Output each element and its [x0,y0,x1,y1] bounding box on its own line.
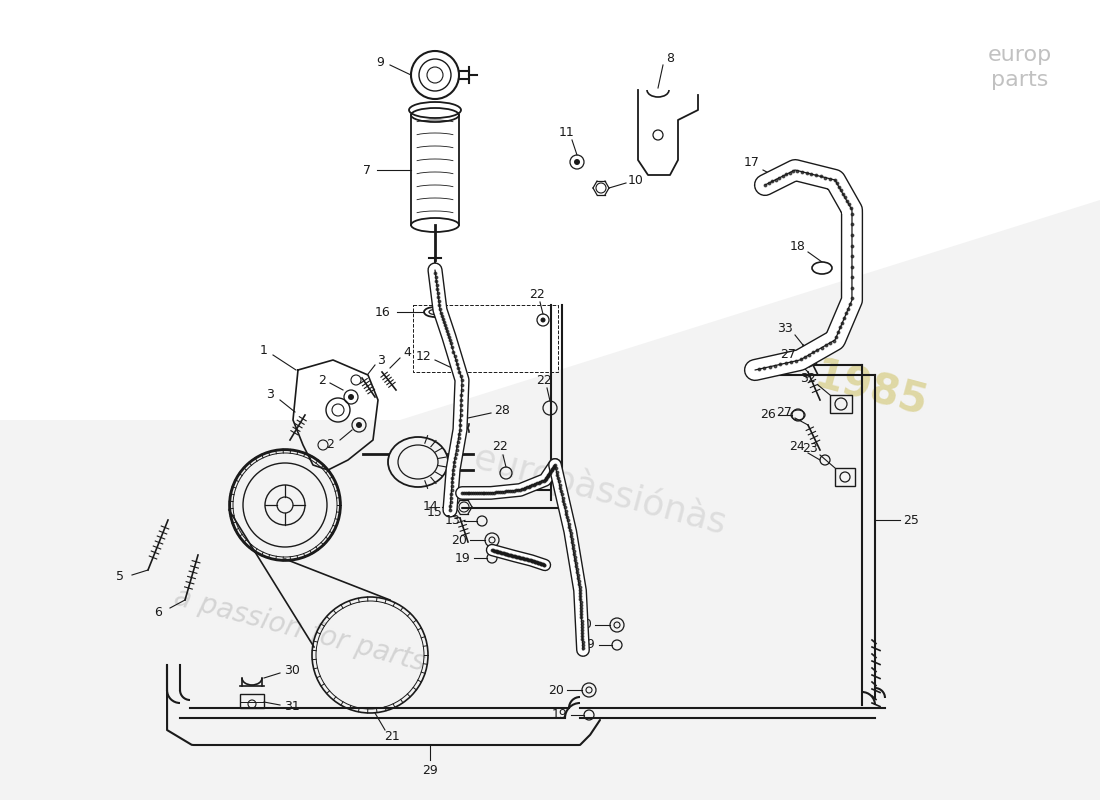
Text: 22: 22 [536,374,552,386]
Text: 30: 30 [284,663,300,677]
Text: 27: 27 [777,406,792,418]
Text: 5: 5 [116,570,124,583]
Text: 19: 19 [580,638,596,651]
Bar [830,395,852,413]
Text: 15: 15 [427,506,443,519]
Circle shape [348,394,354,400]
Text: 28: 28 [494,405,510,418]
Text: 14: 14 [424,501,439,514]
Text: 22: 22 [529,287,544,301]
Bar [835,468,855,486]
Text: 21: 21 [384,730,400,743]
Text: 26: 26 [760,409,775,422]
Text: 3: 3 [266,389,274,402]
Text: parts: parts [991,70,1048,90]
Text: 31: 31 [284,701,300,714]
Text: 2: 2 [318,374,326,386]
Text: 24: 24 [789,441,805,454]
Text: 32: 32 [800,371,816,385]
Polygon shape [0,200,1100,800]
Text: 11: 11 [559,126,575,138]
Text: 17: 17 [744,157,760,170]
Text: 13: 13 [446,514,461,527]
Text: 10: 10 [628,174,643,187]
Text: europàssiónàs: europàssiónàs [470,439,730,541]
Text: 19: 19 [552,709,568,722]
Text: 2: 2 [326,438,334,451]
Text: 16: 16 [375,306,390,318]
Text: 20: 20 [548,683,564,697]
Text: 1985: 1985 [808,354,932,426]
Text: 29: 29 [422,763,438,777]
Text: 12: 12 [416,350,432,362]
Text: 3: 3 [377,354,385,366]
Text: 7: 7 [363,163,371,177]
Text: 20: 20 [451,534,466,546]
Text: 1: 1 [260,343,268,357]
Circle shape [574,159,580,165]
Text: 6: 6 [154,606,162,618]
Text: 20: 20 [576,618,592,631]
Circle shape [356,422,362,428]
Text: 23: 23 [802,442,818,454]
Text: 8: 8 [666,51,674,65]
Text: 18: 18 [790,239,806,253]
Text: a passion for parts: a passion for parts [172,583,429,677]
Text: 19: 19 [455,551,471,565]
Text: 9: 9 [376,57,384,70]
Ellipse shape [812,262,832,274]
Text: 33: 33 [777,322,793,334]
Text: 22: 22 [492,441,508,454]
Bar [240,694,264,708]
Text: 27: 27 [780,349,796,362]
Text: 4: 4 [403,346,411,359]
Circle shape [540,318,546,322]
Text: europ: europ [988,45,1052,65]
Text: 25: 25 [903,514,918,526]
